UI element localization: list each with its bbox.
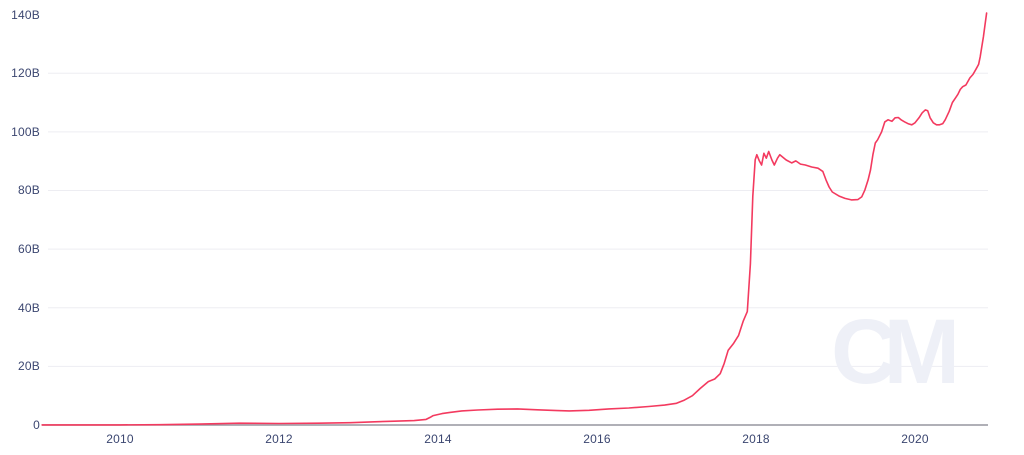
- coinmetrics-watermark-logo: CM: [831, 301, 960, 403]
- y-axis-tick-label: 40B: [18, 300, 40, 315]
- data-line: [41, 12, 988, 426]
- y-axis-tick-label: 60B: [18, 242, 40, 257]
- x-axis-tick-label: 2014: [424, 432, 452, 446]
- x-axis-tick-label: 2020: [901, 432, 929, 446]
- x-axis-tick-label: 2010: [106, 432, 134, 446]
- y-axis-tick-label: 80B: [18, 183, 40, 198]
- x-axis-tick-label: 2012: [265, 432, 293, 446]
- y-axis-tick-label: 140B: [11, 7, 40, 22]
- y-axis-tick-label: 100B: [11, 124, 40, 139]
- y-axis-tick-label: 120B: [11, 66, 40, 81]
- y-axis-tick-label: 20B: [18, 359, 40, 374]
- y-axis-tick-label: 0: [33, 418, 40, 432]
- x-axis-tick-label: 2018: [742, 432, 770, 446]
- x-axis-tick-label: 2016: [583, 432, 611, 446]
